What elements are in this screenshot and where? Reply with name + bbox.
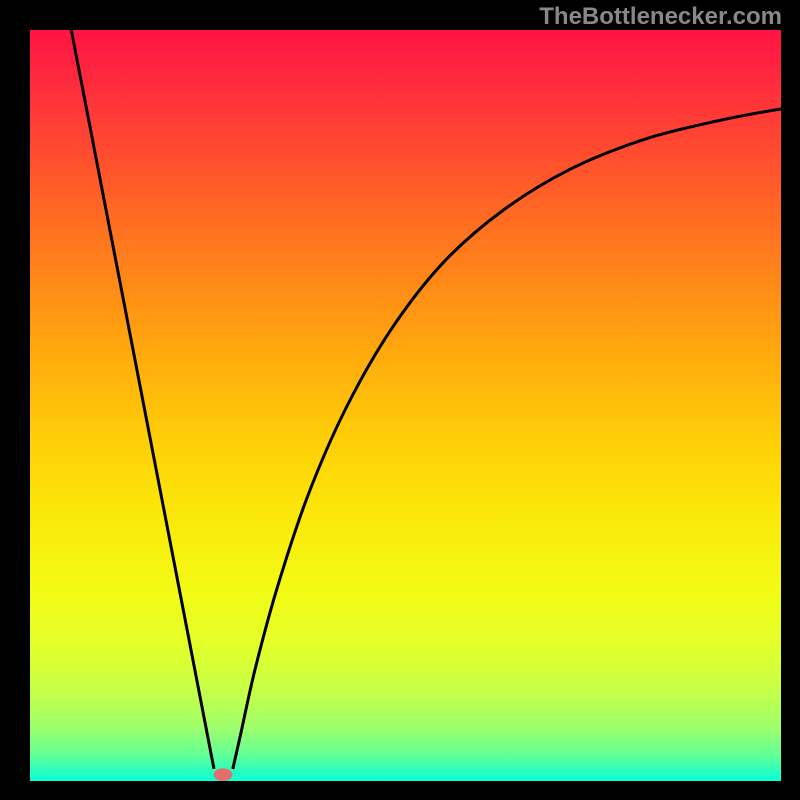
chart-svg: [30, 30, 781, 781]
watermark-text: TheBottlenecker.com: [539, 3, 782, 31]
min-marker: [214, 768, 233, 781]
plot-area: [30, 30, 781, 781]
chart-container: { "canvas": { "width": 800, "height": 80…: [0, 0, 800, 800]
